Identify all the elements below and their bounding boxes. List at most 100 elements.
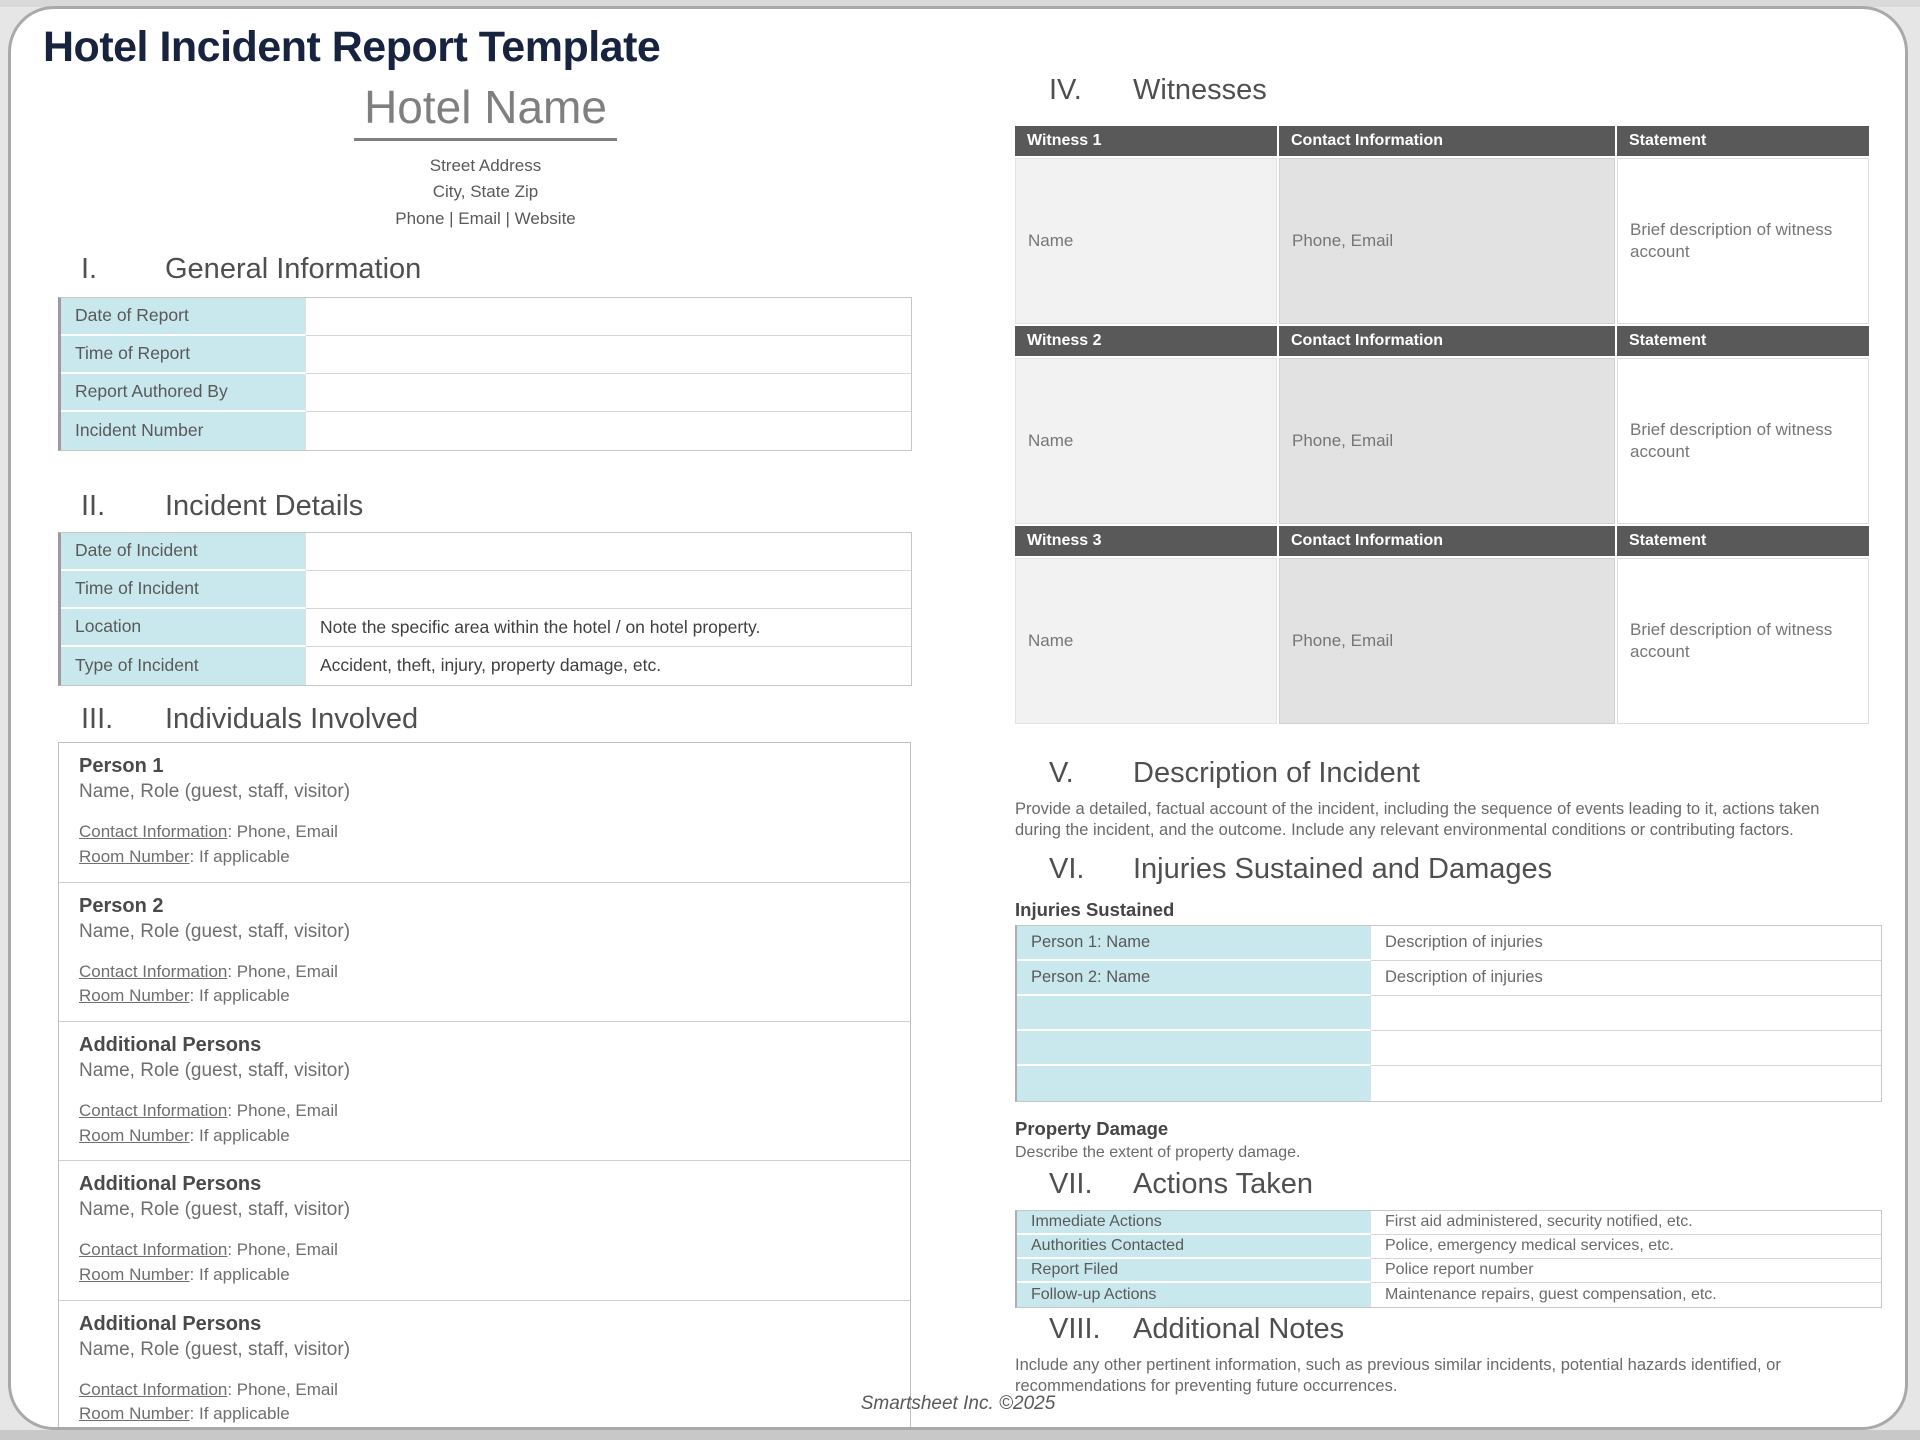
- injury-description-field[interactable]: Description of injuries: [1371, 961, 1881, 996]
- contact-information-value: : Phone, Email: [227, 822, 338, 842]
- table-row: Person 1: Name Description of injuries: [1017, 925, 1881, 961]
- witness-statement-field[interactable]: Brief description of witness account: [1617, 357, 1869, 524]
- witness-header-row: Witness 2 Contact Information Statement: [1015, 325, 1869, 356]
- person-title: Person 2: [79, 894, 164, 917]
- person-subtitle: Name, Role (guest, staff, visitor): [79, 1338, 351, 1360]
- section-title: Individuals Involved: [165, 702, 419, 735]
- section-numeral: II.: [81, 489, 106, 522]
- room-number-value: : If applicable: [189, 847, 290, 867]
- table-row: [1017, 1065, 1881, 1101]
- report-author-field[interactable]: [306, 374, 911, 412]
- date-of-incident-field[interactable]: [306, 533, 911, 571]
- witness-contact-field[interactable]: Phone, Email: [1279, 357, 1615, 524]
- witness-statement-field[interactable]: Brief description of witness account: [1617, 157, 1869, 324]
- injury-description-field[interactable]: [1371, 996, 1881, 1031]
- room-number-label: Room Number: [79, 1125, 190, 1145]
- table-row: [1017, 995, 1881, 1031]
- witness-name-field[interactable]: Name: [1015, 157, 1277, 324]
- injury-description-field[interactable]: [1371, 1066, 1881, 1101]
- section-numeral: VI.: [1049, 853, 1085, 886]
- section-numeral: I.: [81, 253, 98, 286]
- row-label: Location: [61, 608, 306, 647]
- witness-label-header: Witness 1: [1015, 125, 1277, 156]
- row-label: Incident Number: [61, 411, 306, 450]
- immediate-actions-field[interactable]: First aid administered, security notifie…: [1371, 1211, 1881, 1235]
- address-contact: Phone | Email | Website: [395, 208, 576, 228]
- injury-description-field[interactable]: Description of injuries: [1371, 926, 1881, 961]
- table-row: Follow-up Actions Maintenance repairs, g…: [1017, 1282, 1881, 1307]
- person-contact-info: Contact Information: Phone, Email Room N…: [79, 1378, 890, 1427]
- additional-notes-guidance-text: Include any other pertinent information,…: [1015, 1355, 1781, 1396]
- action-label: Report Filed: [1017, 1258, 1371, 1283]
- person-block[interactable]: Person 2 Name, Role (guest, staff, visit…: [59, 881, 910, 1021]
- contact-information-value: : Phone, Email: [227, 961, 338, 981]
- section-heading-actions-taken: VII. Actions Taken: [1049, 1167, 1891, 1202]
- statement-header: Statement: [1617, 525, 1869, 556]
- injury-person-label: Person 1: Name: [1017, 925, 1371, 961]
- row-label: Time of Report: [61, 335, 306, 374]
- injury-person-label: [1017, 995, 1371, 1031]
- room-number-label: Room Number: [79, 847, 190, 867]
- contact-information-header: Contact Information: [1279, 125, 1615, 156]
- witness-name-field[interactable]: Name: [1015, 357, 1277, 524]
- section-title: General Information: [165, 253, 422, 286]
- witness-name-field[interactable]: Name: [1015, 557, 1277, 724]
- description-guidance-text: Provide a detailed, factual account of t…: [1015, 799, 1820, 840]
- injury-description-field[interactable]: [1371, 1031, 1881, 1066]
- authorities-contacted-field[interactable]: Police, emergency medical services, etc.: [1371, 1235, 1881, 1259]
- time-of-incident-field[interactable]: [306, 571, 911, 609]
- section-heading-description-of-incident: V. Description of Incident: [1049, 756, 1891, 791]
- follow-up-actions-field[interactable]: Maintenance repairs, guest compensation,…: [1385, 1285, 1717, 1303]
- witness-contact-field[interactable]: Phone, Email: [1279, 157, 1615, 324]
- action-label: Follow-up Actions: [1017, 1282, 1371, 1307]
- address-street: Street Address: [429, 156, 542, 175]
- person-block[interactable]: Additional Persons Name, Role (guest, st…: [59, 1020, 910, 1160]
- person-block[interactable]: Person 1 Name, Role (guest, staff, visit…: [59, 743, 910, 881]
- contact-information-label: Contact Information: [79, 1240, 228, 1260]
- date-of-report-field[interactable]: [306, 298, 911, 336]
- contact-information-value: : Phone, Email: [227, 1100, 338, 1120]
- incident-number-field[interactable]: [306, 412, 911, 450]
- witness-body-row: Name Phone, Email Brief description of w…: [1015, 357, 1869, 524]
- table-row: Location Note the specific area within t…: [61, 608, 911, 647]
- witness-statement-field[interactable]: Brief description of witness account: [1617, 557, 1869, 724]
- general-information-table: Date of Report Time of Report Report Aut…: [58, 296, 912, 451]
- section-title: Additional Notes: [1133, 1312, 1345, 1345]
- location-field[interactable]: Note the specific area within the hotel …: [306, 609, 911, 647]
- injury-person-label: [1017, 1065, 1371, 1101]
- room-number-label: Room Number: [79, 986, 190, 1006]
- person-block[interactable]: Additional Persons Name, Role (guest, st…: [59, 1160, 910, 1299]
- left-column: Hotel Incident Report Template Hotel Nam…: [43, 17, 928, 1427]
- witness-label-header: Witness 2: [1015, 325, 1277, 356]
- table-row: Time of Incident: [61, 570, 911, 609]
- section-title: Description of Incident: [1133, 756, 1420, 789]
- row-label: Type of Incident: [61, 646, 306, 685]
- section-numeral: V.: [1049, 756, 1074, 789]
- property-damage-subheading: Property Damage: [1015, 1117, 1169, 1139]
- person-subtitle: Name, Role (guest, staff, visitor): [79, 781, 351, 803]
- witness-header-row: Witness 1 Contact Information Statement: [1015, 125, 1869, 156]
- table-row: Date of Report: [61, 297, 911, 336]
- room-number-value: : If applicable: [189, 1404, 290, 1424]
- table-row: Time of Report: [61, 335, 911, 374]
- page-title: Hotel Incident Report Template: [43, 23, 661, 71]
- type-of-incident-field[interactable]: Accident, theft, injury, property damage…: [320, 655, 662, 676]
- time-of-report-field[interactable]: [306, 336, 911, 374]
- person-contact-info: Contact Information: Phone, Email Room N…: [79, 960, 890, 1009]
- hotel-header: Hotel Name Street Address City, State Zi…: [43, 72, 928, 232]
- report-filed-field[interactable]: Police report number: [1371, 1259, 1881, 1283]
- property-damage-guidance-text: Describe the extent of property damage.: [1015, 1143, 1301, 1161]
- table-row: Authorities Contacted Police, emergency …: [1017, 1234, 1881, 1259]
- room-number-value: : If applicable: [189, 1264, 290, 1284]
- table-row: Incident Number: [61, 411, 911, 450]
- section-heading-incident-details: II. Incident Details: [81, 489, 928, 524]
- row-label: Date of Report: [61, 297, 306, 336]
- section-numeral: III.: [81, 702, 114, 735]
- background-bottom-strip: [0, 1430, 1920, 1440]
- injury-person-label: Person 2: Name: [1017, 960, 1371, 996]
- person-block[interactable]: Additional Persons Name, Role (guest, st…: [59, 1299, 910, 1427]
- witness-header-row: Witness 3 Contact Information Statement: [1015, 525, 1869, 556]
- person-subtitle: Name, Role (guest, staff, visitor): [79, 1199, 351, 1221]
- person-title: Person 1: [79, 755, 164, 778]
- witness-contact-field[interactable]: Phone, Email: [1279, 557, 1615, 724]
